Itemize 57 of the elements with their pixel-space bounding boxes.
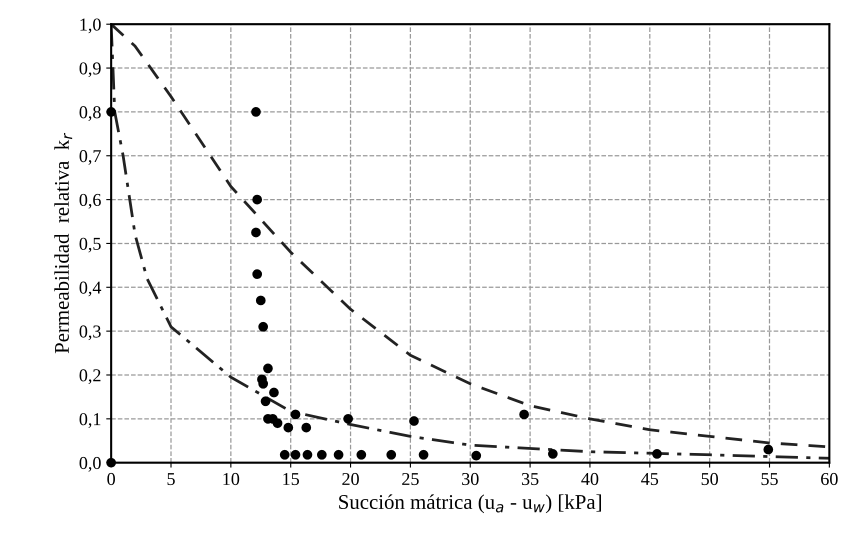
x-tick-label: 5 <box>168 473 175 486</box>
point <box>258 378 268 389</box>
point <box>251 107 261 117</box>
point <box>334 450 344 460</box>
point <box>356 450 366 460</box>
point <box>260 396 270 406</box>
point <box>316 450 327 460</box>
point <box>519 410 529 420</box>
point <box>258 322 268 332</box>
y-tick-label: 0,4 <box>80 282 102 296</box>
point <box>252 194 262 204</box>
point <box>652 449 662 459</box>
x-tick-label: 15 <box>283 473 300 486</box>
point <box>763 444 774 454</box>
point <box>283 422 294 432</box>
point <box>418 450 428 460</box>
point <box>301 422 312 432</box>
point <box>272 418 282 428</box>
point <box>252 269 262 279</box>
y-axis-title: Permeabilidad relativa k$_{r}$ <box>54 132 72 354</box>
x-tick-label: 35 <box>522 472 538 486</box>
x-tick-label: 10 <box>223 472 240 486</box>
y-tick-label: 0,0 <box>80 456 101 472</box>
y-tick-label: 0,5 <box>80 238 101 252</box>
x-tick-label: 60 <box>821 472 838 486</box>
y-tick-label: 0,2 <box>80 369 100 384</box>
point <box>290 450 300 460</box>
x-tick-label: 25 <box>402 472 419 486</box>
y-tick-label: 0,6 <box>80 194 101 209</box>
point <box>280 450 290 460</box>
y-tick-label: 0,1 <box>80 413 100 428</box>
x-tick-label: 20 <box>342 472 359 486</box>
y-tick-label: 0,8 <box>80 106 101 121</box>
x-axis-title: Succión mátrica (u$_{a}$ - u$_{w}$) [kPa] <box>339 494 601 514</box>
point <box>106 458 116 468</box>
point <box>256 296 266 306</box>
x-tick-label: 30 <box>462 472 479 486</box>
x-tick-label: 0 <box>107 472 115 486</box>
y-tick-label: 0,7 <box>80 150 101 165</box>
point <box>386 450 396 460</box>
point <box>106 107 116 117</box>
point <box>263 364 273 374</box>
x-tick-label: 45 <box>641 473 658 486</box>
point <box>548 449 558 459</box>
point <box>290 410 300 420</box>
y-tick-label: 0,9 <box>80 62 101 78</box>
x-tick-label: 50 <box>702 472 718 486</box>
x-tick-label: 40 <box>581 472 598 486</box>
point <box>471 450 482 461</box>
point <box>302 450 312 460</box>
point <box>343 414 354 424</box>
y-tick-label: 0,3 <box>80 325 101 340</box>
x-tick-label: 55 <box>762 473 778 486</box>
point <box>409 416 419 426</box>
y-tick-label: 1,0 <box>80 18 101 34</box>
point <box>269 388 279 398</box>
point <box>251 228 261 238</box>
